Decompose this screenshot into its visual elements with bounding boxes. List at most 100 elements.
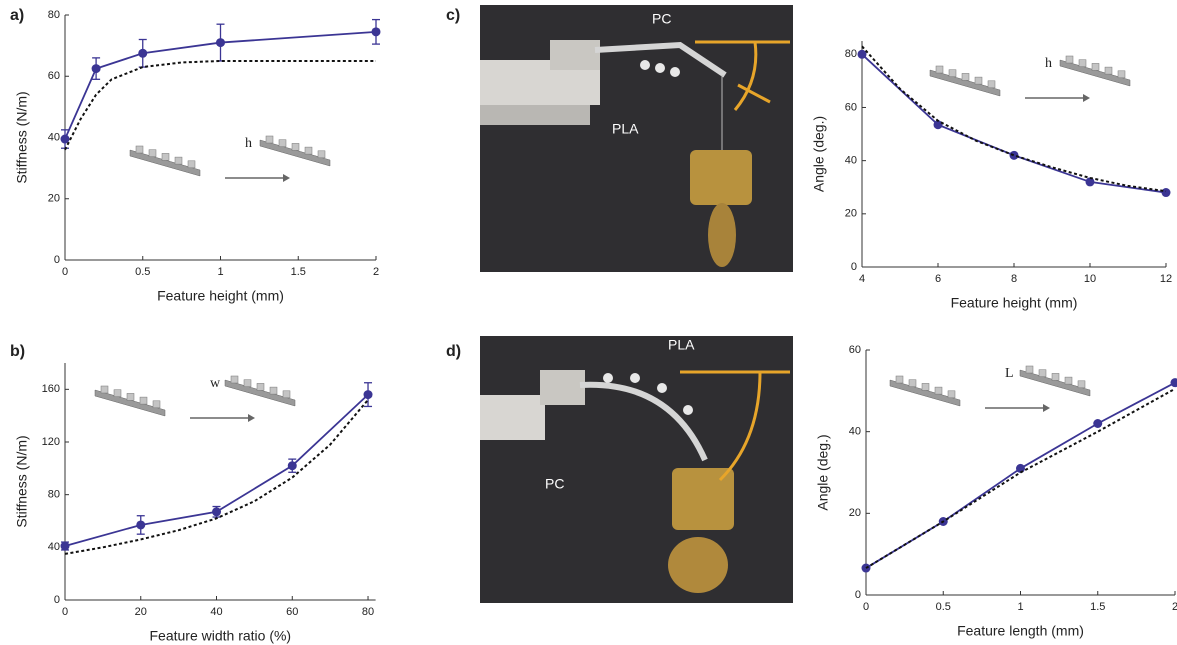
data-point — [372, 27, 381, 36]
y-axis-label: Stiffness (N/m) — [14, 91, 30, 183]
y-tick-label: 60 — [48, 70, 60, 82]
panel-label: c) — [446, 7, 460, 24]
data-point — [1093, 419, 1102, 428]
inset-shape — [283, 391, 290, 398]
inset-shape — [1092, 63, 1099, 70]
y-axis-label: Stiffness (N/m) — [14, 435, 30, 527]
x-tick-label: 0 — [863, 601, 869, 613]
y-tick-label: 60 — [845, 101, 857, 113]
data-point — [364, 390, 373, 399]
inset-shape — [140, 397, 147, 404]
y-tick-label: 120 — [42, 436, 60, 448]
inset-shape — [1118, 71, 1125, 78]
inset-shape — [936, 66, 943, 73]
inset-shape — [962, 73, 969, 80]
x-tick-label: 2 — [373, 266, 379, 278]
y-tick-label: 0 — [851, 261, 857, 273]
x-tick-label: 80 — [362, 606, 374, 618]
inset-shape — [948, 391, 955, 398]
y-tick-label: 20 — [845, 208, 857, 220]
inset-shape — [149, 150, 156, 157]
inset-schematic: h — [130, 136, 330, 182]
inset-shape — [1066, 56, 1073, 63]
x-tick-label: 0.5 — [936, 601, 951, 613]
x-axis-label: Feature height (mm) — [157, 288, 284, 304]
y-tick-label: 80 — [845, 48, 857, 60]
photo: PC PLA — [480, 5, 793, 272]
data-point — [1171, 378, 1177, 387]
photo-label: PC — [652, 11, 671, 27]
inset-shape — [231, 376, 238, 383]
inset-label: h — [245, 136, 252, 151]
x-tick-label: 0.5 — [135, 266, 150, 278]
x-tick-label: 40 — [210, 606, 222, 618]
data-point — [138, 49, 147, 58]
data-point — [1162, 188, 1171, 197]
inset-shape — [305, 147, 312, 154]
inset-shape — [909, 380, 916, 387]
series-line — [65, 61, 376, 150]
y-tick-label: 80 — [48, 9, 60, 21]
inset-shape — [1026, 366, 1033, 373]
y-axis-label: Angle (deg.) — [811, 116, 827, 192]
inset-shape — [935, 387, 942, 394]
photo-label: PLA — [668, 337, 695, 353]
x-tick-label: 12 — [1160, 273, 1172, 285]
inset-shape — [975, 77, 982, 84]
inset-schematic: w — [95, 376, 295, 422]
y-tick-label: 20 — [48, 193, 60, 205]
x-axis-label: Feature height (mm) — [951, 295, 1078, 311]
inset-shape — [1105, 67, 1112, 74]
inset-schematic: L — [890, 366, 1090, 412]
y-tick-label: 40 — [849, 426, 861, 438]
inset-shape — [318, 151, 325, 158]
inset-shape — [1079, 60, 1086, 67]
inset-label: L — [1005, 366, 1014, 381]
inset-shape — [896, 376, 903, 383]
x-tick-label: 6 — [935, 273, 941, 285]
inset-shape — [1052, 373, 1059, 380]
inset-shape — [270, 387, 277, 394]
inset-arrow — [248, 414, 255, 422]
inset-shape — [153, 401, 160, 408]
inset-shape — [136, 146, 143, 153]
y-tick-label: 20 — [849, 507, 861, 519]
y-tick-label: 160 — [42, 383, 60, 395]
y-tick-label: 40 — [48, 541, 60, 553]
x-axis-label: Feature width ratio (%) — [149, 628, 291, 644]
data-point — [288, 461, 297, 470]
inset-arrow — [283, 174, 290, 182]
inset-shape — [127, 393, 134, 400]
series-line — [866, 383, 1175, 568]
y-axis-label: Angle (deg.) — [815, 434, 831, 510]
inset-label: h — [1045, 56, 1052, 71]
x-axis-label: Feature length (mm) — [957, 623, 1084, 639]
inset-shape — [1065, 377, 1072, 384]
inset-shape — [1039, 370, 1046, 377]
x-tick-label: 1 — [1017, 601, 1023, 613]
figure: a) b) c) d) PC PLA PLA PC 02040608000.51… — [0, 0, 1177, 645]
data-point — [136, 520, 145, 529]
data-point — [61, 542, 70, 551]
panel-label: b) — [10, 343, 25, 360]
x-tick-label: 1 — [217, 266, 223, 278]
x-tick-label: 1.5 — [291, 266, 306, 278]
x-tick-label: 10 — [1084, 273, 1096, 285]
inset-shape — [988, 81, 995, 88]
inset-shape — [175, 157, 182, 164]
x-tick-label: 4 — [859, 273, 865, 285]
data-point — [216, 38, 225, 47]
y-tick-label: 0 — [54, 254, 60, 266]
y-tick-label: 40 — [48, 131, 60, 143]
inset-arrow — [1043, 404, 1050, 412]
series-line — [65, 400, 368, 554]
inset-shape — [162, 153, 169, 160]
inset-shape — [114, 390, 121, 397]
data-point — [212, 507, 221, 516]
y-tick-label: 0 — [855, 589, 861, 601]
inset-shape — [266, 136, 273, 143]
photo: PLA PC — [480, 336, 793, 603]
photo-label: PLA — [612, 121, 639, 137]
photo-label: PC — [545, 476, 564, 492]
y-tick-label: 80 — [48, 489, 60, 501]
